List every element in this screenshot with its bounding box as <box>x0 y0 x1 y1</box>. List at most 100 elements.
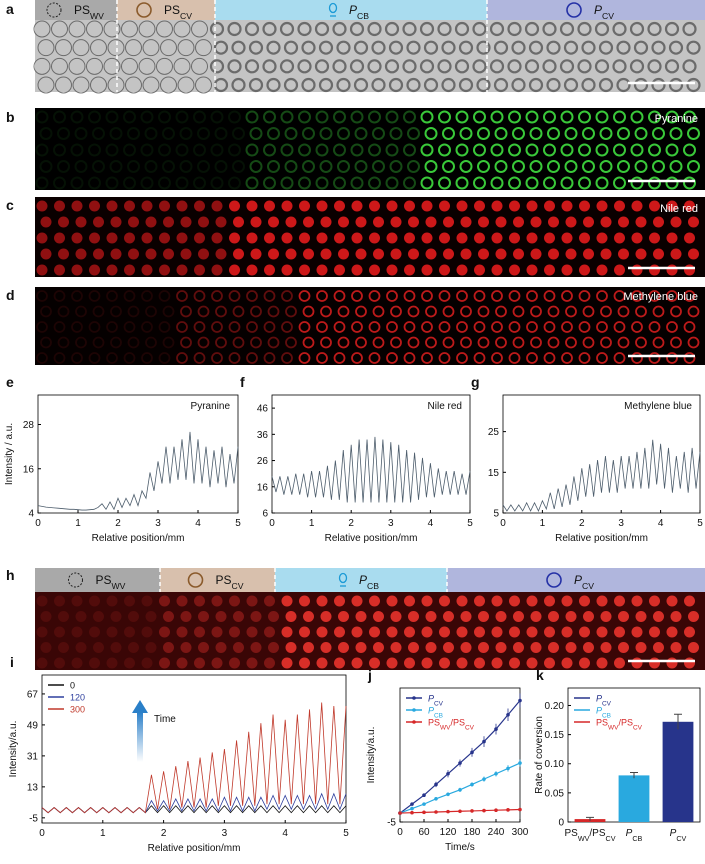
droplet <box>581 77 596 93</box>
droplet <box>612 59 627 74</box>
droplet <box>600 611 612 622</box>
droplet <box>209 59 225 74</box>
droplet <box>633 77 649 93</box>
droplet <box>298 352 311 364</box>
droplet <box>490 143 504 157</box>
droplet <box>630 176 644 190</box>
droplet <box>386 232 398 244</box>
droplet <box>634 160 648 173</box>
header-segment <box>215 0 487 20</box>
droplet <box>298 110 311 124</box>
panel-label: e <box>6 374 14 390</box>
droplet <box>233 611 244 622</box>
data-point <box>506 766 510 771</box>
droplet <box>229 657 240 669</box>
droplet <box>579 595 590 607</box>
text-part: CV <box>582 581 594 591</box>
droplet <box>546 40 561 55</box>
droplet <box>578 110 591 124</box>
droplet <box>613 290 626 302</box>
droplet <box>456 352 468 364</box>
droplet <box>425 336 437 349</box>
micrograph <box>35 108 705 190</box>
droplet <box>473 176 486 190</box>
droplet <box>110 216 122 228</box>
droplet <box>491 200 503 212</box>
droplet <box>40 248 52 260</box>
droplet <box>128 642 139 653</box>
droplet <box>245 176 259 190</box>
droplet <box>635 216 647 228</box>
droplet <box>459 160 473 173</box>
droplet <box>198 642 209 653</box>
legend-marker <box>412 708 416 712</box>
droplet <box>228 321 241 333</box>
droplet <box>71 232 83 244</box>
droplet <box>560 176 574 190</box>
droplet <box>55 76 72 94</box>
droplet <box>248 40 264 55</box>
droplet <box>491 290 503 302</box>
droplet <box>423 40 439 55</box>
droplet <box>507 59 522 74</box>
droplet <box>403 110 416 124</box>
droplet <box>145 305 157 318</box>
droplet <box>511 77 526 93</box>
droplet <box>233 642 244 653</box>
droplet <box>543 110 556 124</box>
droplet <box>39 127 53 140</box>
droplet <box>215 642 227 653</box>
droplet <box>320 248 332 260</box>
icon <box>338 572 348 584</box>
droplet <box>350 110 364 124</box>
droplet <box>460 642 472 653</box>
droplet <box>635 611 647 622</box>
droplet <box>670 611 682 622</box>
droplet <box>665 143 679 157</box>
droplet <box>583 248 594 260</box>
droplet <box>228 143 241 157</box>
droplet <box>244 21 260 37</box>
y-tick-label: 0.15 <box>545 730 565 741</box>
chart-title: Pyranine <box>191 401 231 412</box>
droplet <box>128 216 139 228</box>
droplet <box>320 642 332 653</box>
droplet <box>353 77 369 93</box>
x-tick-label: 120 <box>440 827 457 838</box>
droplet <box>526 290 538 302</box>
droplet <box>53 110 66 124</box>
droplet <box>173 57 191 75</box>
droplet <box>472 59 487 74</box>
droplet <box>281 200 293 212</box>
text-part: WV <box>440 724 451 731</box>
droplet <box>332 21 347 37</box>
droplet <box>474 626 485 638</box>
droplet <box>442 305 455 318</box>
data-point <box>518 807 522 812</box>
droplet <box>687 127 700 140</box>
droplet <box>543 352 556 364</box>
droplet <box>530 611 542 622</box>
droplet <box>194 232 205 244</box>
droplet <box>195 76 212 94</box>
droplet <box>285 305 297 318</box>
y-tick-label: 0.20 <box>545 701 565 712</box>
droplet <box>460 305 472 318</box>
data-point <box>470 782 474 787</box>
data-point <box>410 806 414 811</box>
panel-label: a <box>6 1 14 17</box>
droplet <box>670 305 682 318</box>
droplet <box>298 176 311 190</box>
droplet <box>369 264 380 276</box>
legend-label: PCV <box>596 694 612 708</box>
droplet <box>320 336 332 349</box>
droplet <box>403 143 416 157</box>
droplet <box>55 39 72 57</box>
droplet <box>350 143 364 157</box>
droplet <box>267 336 280 349</box>
droplet <box>191 57 208 75</box>
droplet <box>144 160 158 173</box>
droplet <box>281 657 293 669</box>
droplet <box>353 40 369 55</box>
droplet <box>246 626 258 638</box>
